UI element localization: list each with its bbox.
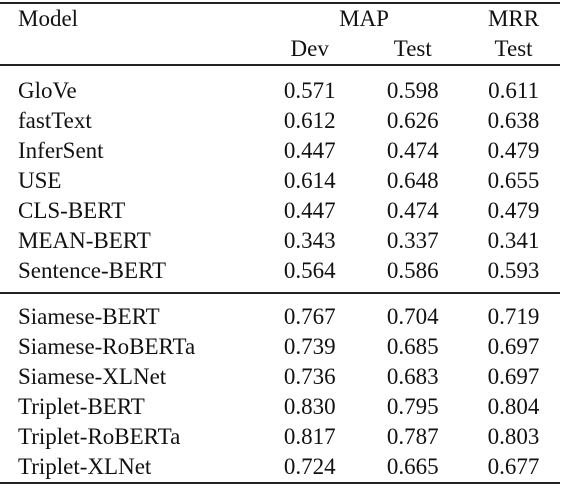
cell-map-test: 0.795 bbox=[386, 394, 439, 419]
cell-map-test: 0.704 bbox=[358, 292, 468, 332]
cell-map-dev: 0.612 bbox=[283, 108, 336, 133]
cell-model: Triplet-XLNet bbox=[0, 452, 261, 484]
cell-model: InferSent bbox=[18, 138, 104, 163]
cell-model: Triplet-RoBERTa bbox=[18, 424, 181, 449]
table-header: Model MAP MRR Dev Test Test bbox=[0, 2, 560, 66]
cell-map-test: 0.685 bbox=[386, 334, 439, 359]
header-row-groups: Model MAP MRR bbox=[0, 2, 560, 34]
cell-map-test: 0.787 bbox=[386, 424, 439, 449]
cell-map-dev: 0.736 bbox=[283, 364, 336, 389]
cell-mrr-test: 0.697 bbox=[487, 364, 540, 389]
cell-mrr-test: 0.611 bbox=[488, 78, 539, 103]
cell-map-dev: 0.767 bbox=[260, 292, 359, 332]
table-group-siamese-triplet: Siamese-BERT 0.767 0.704 0.719 Siamese-RoBER… bbox=[0, 292, 560, 484]
table-row: MEAN-BERT 0.343 0.337 0.341 bbox=[0, 226, 560, 256]
header-map-dev: Dev bbox=[260, 34, 359, 66]
cell-model: Siamese-XLNet bbox=[18, 364, 167, 389]
table-row: Triplet-RoBERTa 0.817 0.787 0.803 bbox=[0, 422, 560, 452]
cell-mrr-test: 0.593 bbox=[487, 258, 540, 283]
cell-map-test: 0.474 bbox=[386, 138, 439, 163]
cell-map-test: 0.337 bbox=[386, 228, 439, 253]
cell-map-dev: 0.447 bbox=[283, 198, 336, 223]
table-row: Siamese-RoBERTa 0.739 0.685 0.697 bbox=[0, 332, 560, 362]
cell-map-dev: 0.447 bbox=[283, 138, 336, 163]
cell-mrr-test: 0.479 bbox=[487, 198, 540, 223]
cell-map-test: 0.648 bbox=[386, 168, 439, 193]
cell-mrr-test: 0.804 bbox=[487, 394, 540, 419]
results-table: Model MAP MRR Dev Test Test GloVe 0.571 0.… bbox=[0, 2, 560, 484]
cell-mrr-test: 0.677 bbox=[467, 452, 560, 484]
cell-map-dev: 0.343 bbox=[283, 228, 336, 253]
table-row: USE 0.614 0.648 0.655 bbox=[0, 166, 560, 196]
table-row: InferSent 0.447 0.474 0.479 bbox=[0, 136, 560, 166]
cell-map-dev: 0.739 bbox=[283, 334, 336, 359]
cell-mrr-test: 0.803 bbox=[487, 424, 540, 449]
table-group-baselines: GloVe 0.571 0.598 0.611 fastText 0.612 0.626 0.… bbox=[0, 65, 560, 293]
cell-map-dev: 0.571 bbox=[283, 78, 336, 103]
cell-map-test: 0.586 bbox=[386, 258, 439, 283]
header-model-blank bbox=[0, 34, 261, 66]
table-row: Siamese-XLNet 0.736 0.683 0.697 bbox=[0, 362, 560, 392]
cell-map-test: 0.598 bbox=[386, 78, 439, 103]
header-map: MAP bbox=[260, 2, 468, 34]
cell-map-test: 0.474 bbox=[386, 198, 439, 223]
header-model: Model bbox=[0, 2, 261, 34]
cell-map-dev: 0.614 bbox=[283, 168, 336, 193]
cell-mrr-test: 0.655 bbox=[487, 168, 540, 193]
cell-model: GloVe bbox=[18, 78, 77, 103]
table-row: Sentence-BERT 0.564 0.586 0.593 bbox=[0, 256, 560, 293]
header-row-splits: Dev Test Test bbox=[0, 34, 560, 66]
cell-map-test: 0.665 bbox=[358, 452, 468, 484]
cell-mrr-test: 0.638 bbox=[487, 108, 540, 133]
cell-model: Siamese-RoBERTa bbox=[18, 334, 196, 359]
cell-mrr-test: 0.479 bbox=[487, 138, 540, 163]
cell-mrr-test: 0.341 bbox=[487, 228, 540, 253]
cell-mrr-test: 0.697 bbox=[487, 334, 540, 359]
table-row: Triplet-XLNet 0.724 0.665 0.677 bbox=[0, 452, 560, 484]
cell-map-dev: 0.830 bbox=[283, 394, 336, 419]
cell-map-test: 0.683 bbox=[386, 364, 439, 389]
cell-model: fastText bbox=[18, 108, 92, 133]
cell-model: Triplet-BERT bbox=[18, 394, 145, 419]
cell-model: Siamese-BERT bbox=[0, 292, 261, 332]
cell-map-dev: 0.564 bbox=[283, 258, 336, 283]
table-row: Triplet-BERT 0.830 0.795 0.804 bbox=[0, 392, 560, 422]
cell-model: USE bbox=[18, 168, 62, 193]
cell-map-test: 0.626 bbox=[386, 108, 439, 133]
table-row: Siamese-BERT 0.767 0.704 0.719 bbox=[0, 292, 560, 332]
cell-map-dev: 0.724 bbox=[260, 452, 359, 484]
header-map-test: Test bbox=[358, 34, 468, 66]
header-mrr-test: Test bbox=[467, 34, 560, 66]
cell-model: MEAN-BERT bbox=[18, 228, 151, 253]
cell-model: Sentence-BERT bbox=[18, 258, 167, 283]
cell-mrr-test: 0.719 bbox=[467, 292, 560, 332]
table-row: fastText 0.612 0.626 0.638 bbox=[0, 106, 560, 136]
cell-map-dev: 0.817 bbox=[283, 424, 336, 449]
cell-model: CLS-BERT bbox=[18, 198, 126, 223]
table-row: GloVe 0.571 0.598 0.611 bbox=[0, 65, 560, 106]
header-mrr: MRR bbox=[467, 2, 560, 34]
table-row: CLS-BERT 0.447 0.474 0.479 bbox=[0, 196, 560, 226]
